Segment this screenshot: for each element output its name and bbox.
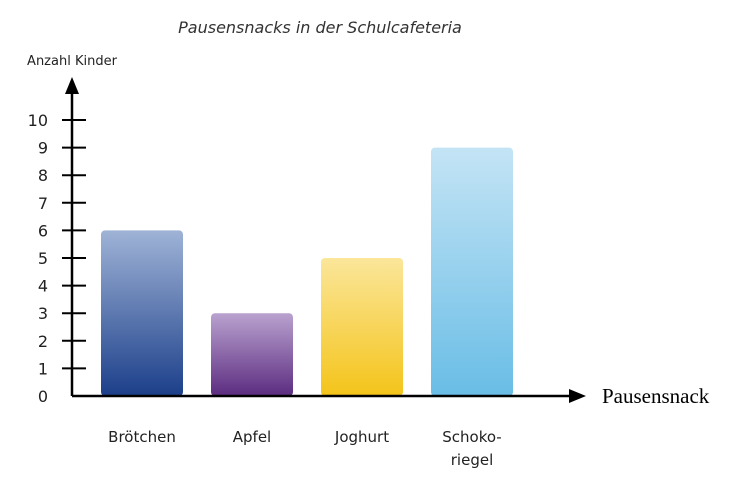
x-axis-label: Pausensnack	[602, 384, 710, 408]
bar-1	[211, 313, 293, 396]
y-tick-label: 8	[38, 166, 48, 185]
y-tick-label: 7	[38, 194, 48, 213]
y-tick-label: 6	[38, 221, 48, 240]
y-tick-label: 4	[38, 277, 48, 296]
category-label-3: Schoko-riegel	[442, 428, 501, 469]
y-tick-label: 0	[38, 387, 48, 406]
bar-2	[321, 258, 403, 396]
y-axis-arrowhead	[65, 77, 79, 94]
y-tick-label: 10	[28, 111, 48, 130]
y-tick-label: 2	[38, 332, 48, 351]
y-tick-label: 9	[38, 139, 48, 158]
bar-3	[431, 147, 513, 396]
y-tick-label: 5	[38, 249, 48, 268]
category-label-1: Apfel	[233, 428, 271, 446]
category-label-0: Brötchen	[108, 428, 176, 446]
y-tick-label: 3	[38, 304, 48, 323]
y-axis-label: Anzahl Kinder	[27, 54, 118, 69]
x-axis-arrowhead	[569, 389, 586, 403]
bar-0	[101, 230, 183, 396]
y-tick-label: 1	[38, 359, 48, 378]
category-label-2: Joghurt	[334, 428, 389, 446]
chart-title: Pausensnacks in der Schulcafeteria	[178, 18, 462, 37]
